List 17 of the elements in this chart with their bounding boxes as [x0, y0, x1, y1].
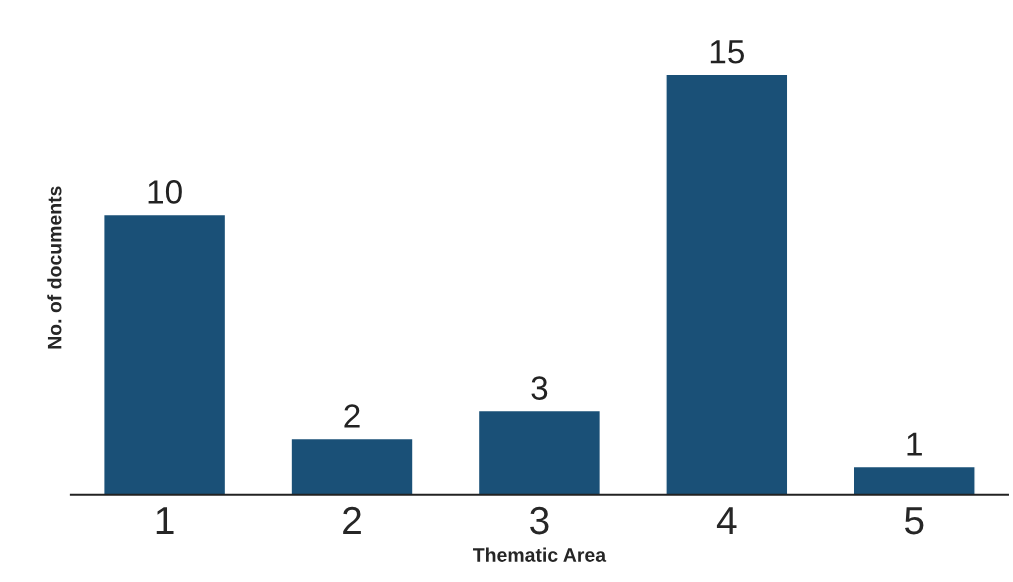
data-label: 2 [344, 404, 360, 428]
x-tick-label: 4 [716, 507, 737, 534]
x-tick-label: 3 [530, 506, 549, 535]
bar [103, 213, 227, 495]
x-tick-label: 1 [156, 507, 174, 534]
bar [665, 73, 789, 495]
y-axis-title: No. of documents [47, 186, 62, 349]
data-label: 15 [710, 40, 744, 64]
x-tick-label: 5 [904, 507, 924, 535]
data-label: 1 [907, 432, 922, 456]
bar [290, 437, 414, 495]
data-label: 10 [148, 180, 182, 204]
data-label: 3 [531, 376, 548, 400]
x-axis-title: Thematic Area [473, 547, 607, 562]
x-tick-label: 2 [343, 506, 361, 534]
bar [852, 465, 976, 495]
bar [477, 409, 602, 495]
